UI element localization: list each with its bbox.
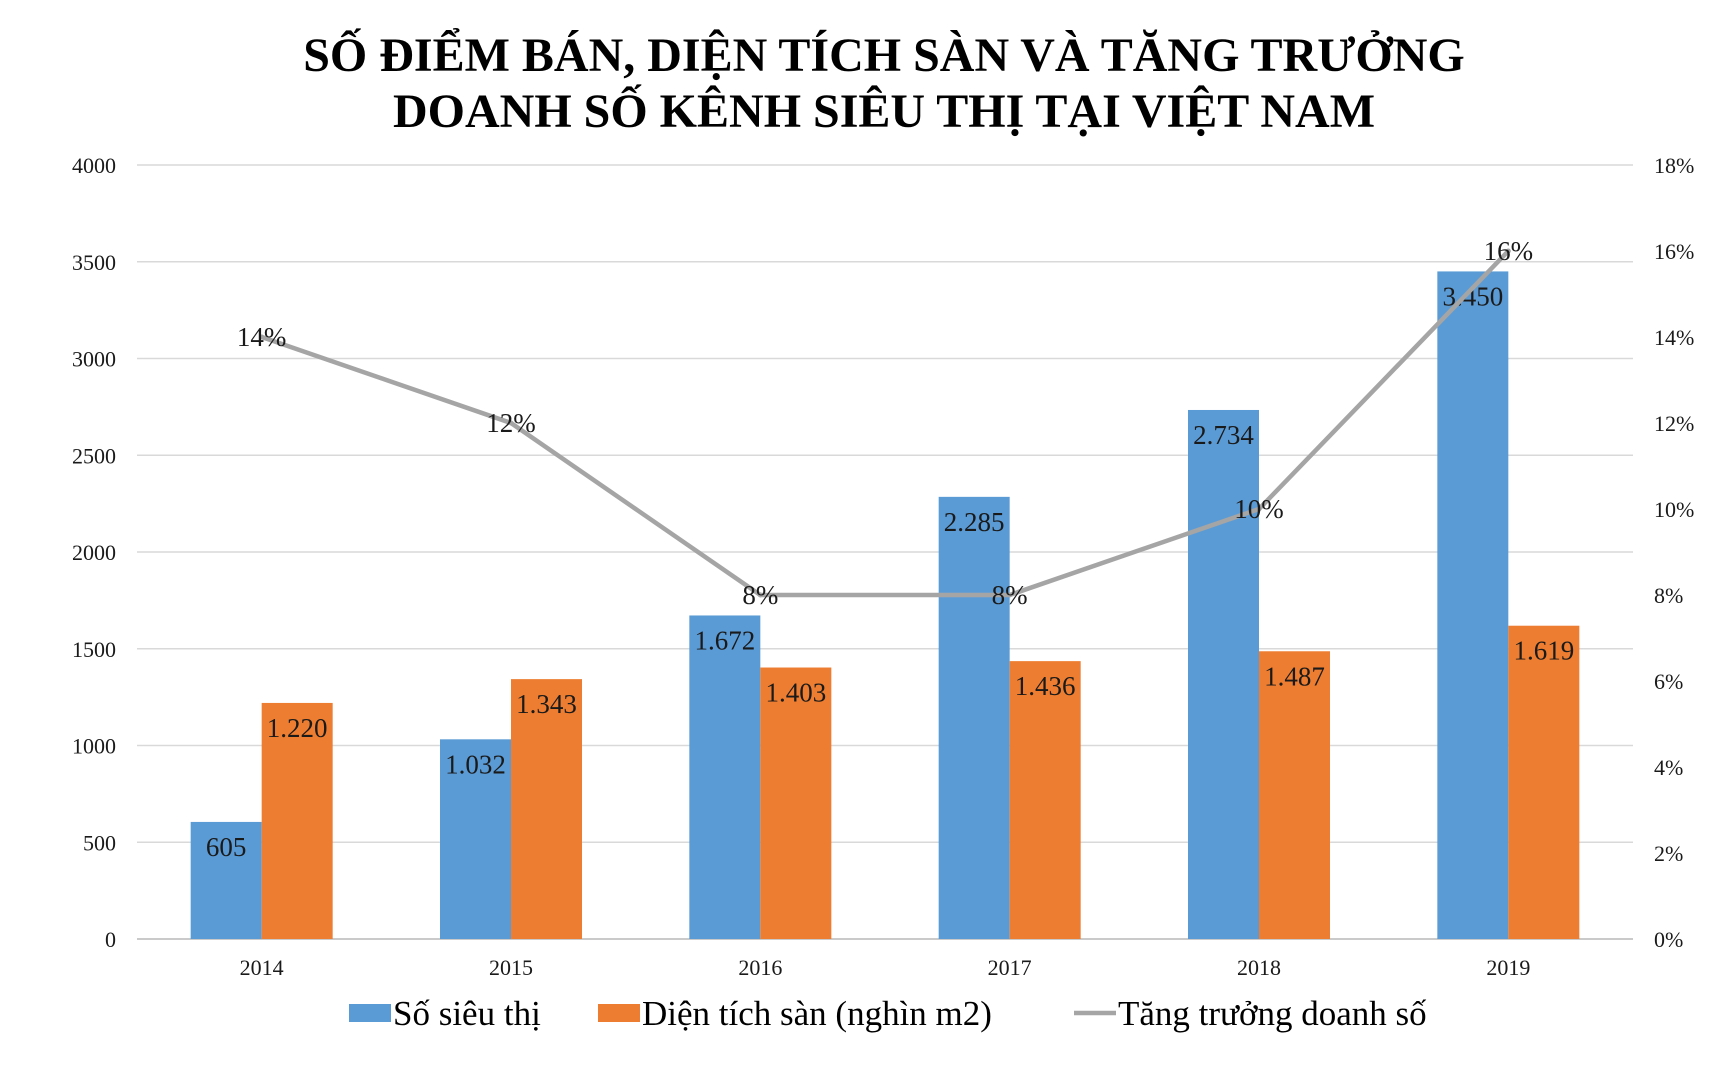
bar-so-sieu-thi: [689, 615, 761, 939]
line-tang-truong: [260, 249, 1510, 598]
legend-label: Diện tích sàn (nghìn m2): [642, 994, 992, 1033]
chart-title-line-2: DOANH SỐ KÊNH SIÊU THỊ TẠI VIỆT NAM: [392, 85, 1376, 138]
bar-data-label: 2.285: [944, 507, 1005, 537]
bar-so-sieu-thi: [190, 821, 262, 939]
line-point: [1256, 506, 1262, 512]
y-left-tick-label: 3500: [72, 250, 116, 275]
y-left-tick-label: 1500: [72, 637, 116, 662]
y-right-tick-label: 12%: [1654, 411, 1694, 436]
line-point: [1505, 248, 1511, 254]
chart-title-line-1: SỐ ĐIỂM BÁN, DIỆN TÍCH SÀN VÀ TĂNG TRƯỞN…: [303, 29, 1465, 82]
bar-dien-tich-san: [760, 667, 832, 939]
bar-data-label: 1.343: [516, 689, 577, 719]
line-data-label: 8%: [742, 580, 778, 610]
legend-label: Tăng trưởng doanh số: [1118, 994, 1427, 1033]
x-tick-label: 2015: [489, 955, 533, 980]
bar-dien-tich-san: [511, 679, 582, 939]
x-tick-label: 2017: [988, 955, 1032, 980]
bar-data-label: 1.619: [1513, 636, 1574, 666]
line-data-label: 8%: [992, 580, 1028, 610]
x-tick-label: 2019: [1486, 955, 1530, 980]
y-right-tick-label: 10%: [1654, 497, 1694, 522]
bar-dien-tich-san: [261, 702, 333, 939]
bar-data-label: 1.672: [694, 625, 755, 655]
x-tick-label: 2014: [240, 955, 284, 980]
y-right-tick-label: 18%: [1654, 153, 1694, 178]
line-point: [259, 334, 265, 340]
bar-data-label: 1.487: [1264, 661, 1325, 691]
line-data-label: 10%: [1234, 494, 1284, 524]
bar-so-sieu-thi: [1188, 409, 1259, 939]
y-right-tick-label: 16%: [1654, 239, 1694, 264]
legend-swatch: [598, 1004, 640, 1022]
y-left-tick-label: 2500: [72, 443, 116, 468]
bar-dien-tich-san: [1259, 651, 1330, 939]
line-point: [757, 592, 763, 598]
line-data-label: 16%: [1484, 236, 1534, 266]
y-left-tick-label: 0: [105, 927, 116, 952]
y-left-tick-label: 1000: [72, 734, 116, 759]
line-data-label: 14%: [237, 322, 287, 352]
bar-data-label: 605: [206, 832, 247, 862]
y-right-tick-label: 4%: [1654, 755, 1683, 780]
bar-so-sieu-thi: [938, 496, 1010, 939]
line-point: [1007, 592, 1013, 598]
bar-dien-tich-san: [1508, 625, 1580, 939]
bar-so-sieu-thi: [1437, 271, 1509, 939]
bar-data-label: 1.436: [1015, 671, 1076, 701]
legend-swatch: [349, 1004, 391, 1022]
line-data-label: 12%: [486, 408, 536, 438]
x-tick-label: 2016: [738, 955, 782, 980]
y-right-tick-label: 8%: [1654, 583, 1683, 608]
x-tick-label: 2018: [1237, 955, 1281, 980]
chart-title: SỐ ĐIỂM BÁN, DIỆN TÍCH SÀN VÀ TĂNG TRƯỞN…: [0, 28, 1728, 140]
bar-data-label: 1.032: [445, 749, 506, 779]
y-left-tick-label: 2000: [72, 540, 116, 565]
y-left-tick-label: 3000: [72, 347, 116, 372]
y-right-tick-label: 6%: [1654, 669, 1683, 694]
y-left-tick-label: 500: [83, 830, 116, 855]
bar-so-sieu-thi: [440, 739, 511, 939]
legend-label: Số siêu thị: [393, 994, 541, 1033]
bar-data-label: 2.734: [1193, 420, 1254, 450]
bar-data-label: 1.403: [765, 678, 826, 708]
y-left-tick-label: 4000: [72, 153, 116, 178]
y-right-tick-label: 0%: [1654, 927, 1683, 952]
line-point: [508, 420, 514, 426]
bar-dien-tich-san: [1009, 661, 1081, 939]
y-right-tick-label: 2%: [1654, 841, 1683, 866]
y-right-tick-label: 14%: [1654, 325, 1694, 350]
bar-data-label: 1.220: [267, 713, 328, 743]
